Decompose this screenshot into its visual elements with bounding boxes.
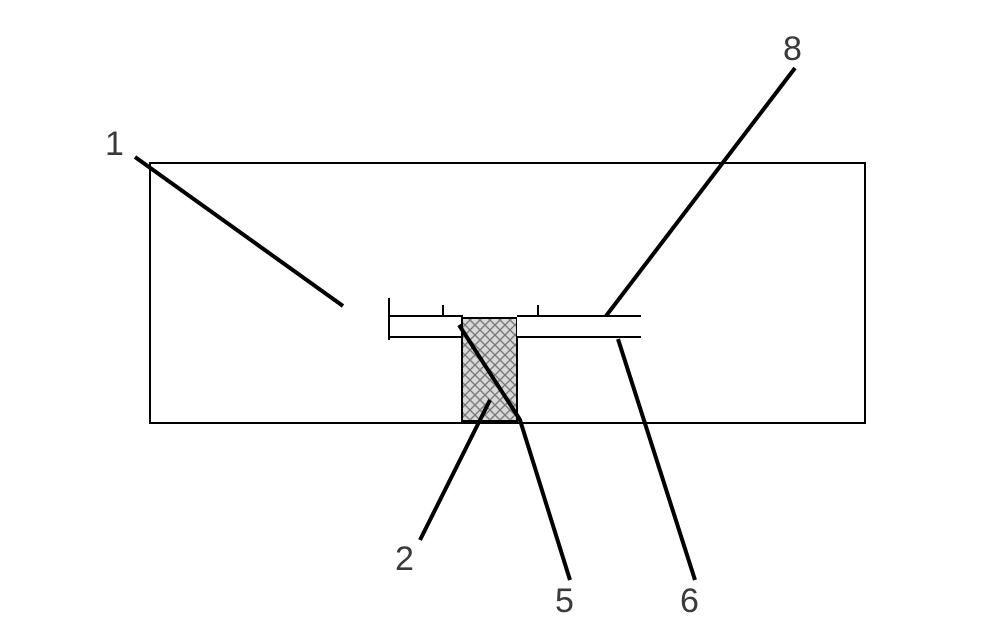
label-8: 8: [783, 30, 802, 68]
slot-right-fill: [517, 316, 641, 337]
label-2: 2: [395, 540, 414, 578]
label-5: 5: [555, 582, 574, 620]
label-1: 1: [105, 125, 124, 163]
label-6: 6: [680, 582, 699, 620]
slot-left: [389, 316, 462, 337]
